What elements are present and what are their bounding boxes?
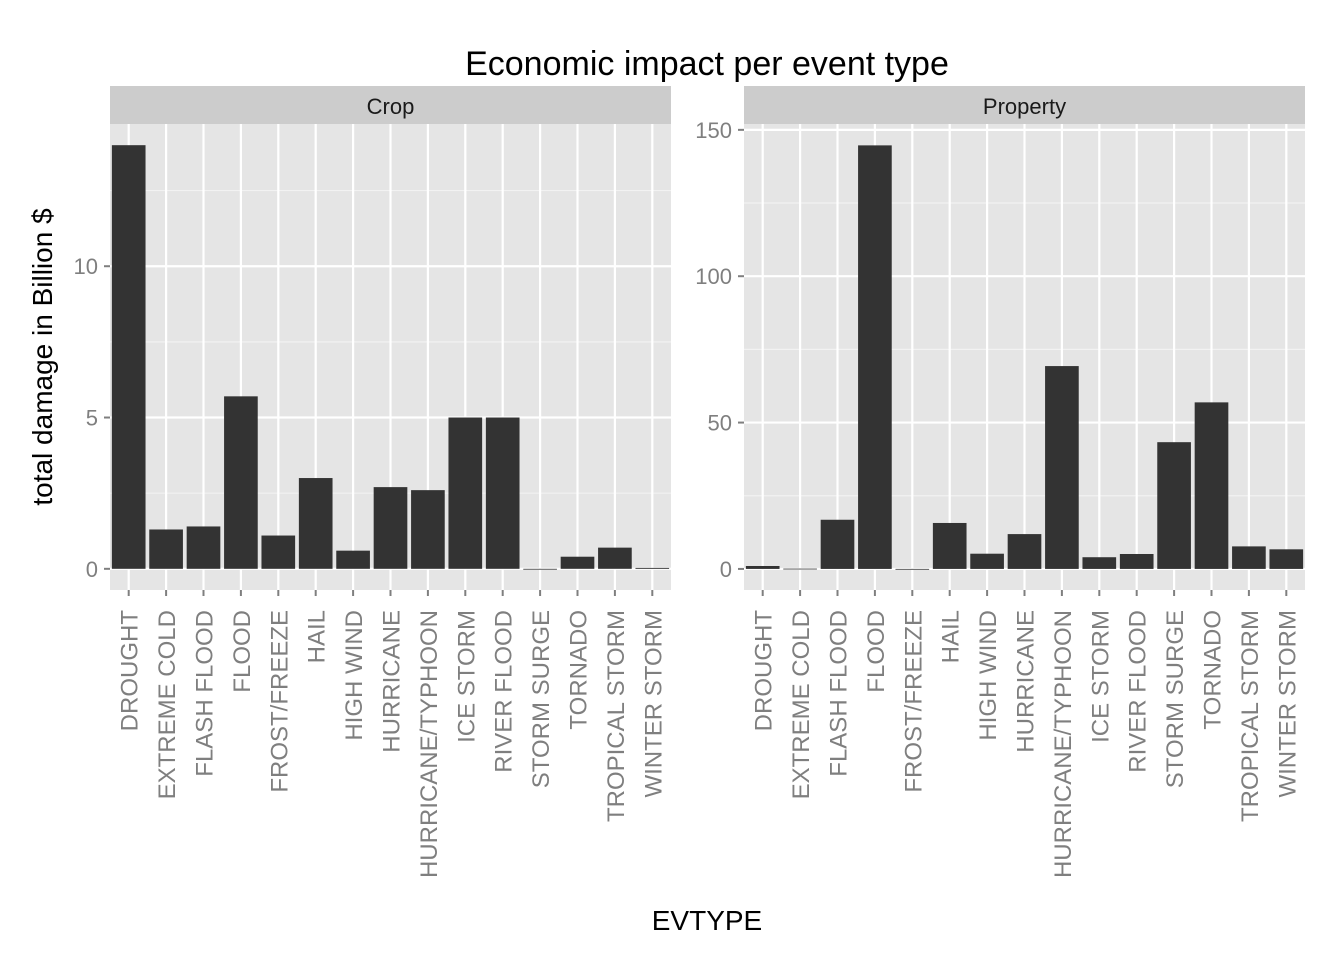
bar-crop-high-wind <box>336 550 370 569</box>
x-tick-label-frost-freeze: FROST/FREEZE <box>266 610 293 793</box>
facet-strip-label-property: Property <box>983 94 1066 119</box>
x-tick-label-frost-freeze: FROST/FREEZE <box>900 610 927 793</box>
facet-strip-label-crop: Crop <box>367 94 415 119</box>
bar-property-high-wind <box>970 553 1004 569</box>
bar-property-extreme-cold <box>783 568 817 570</box>
bar-property-river-flood <box>1119 553 1154 569</box>
x-tick-label-hail: HAIL <box>304 610 331 663</box>
x-tick-label-ice-storm: ICE STORM <box>453 610 480 743</box>
bar-crop-storm-surge <box>523 568 557 570</box>
bar-property-flood <box>858 145 892 569</box>
y-tick-label: 50 <box>708 411 732 436</box>
x-tick-label-tornado: TORNADO <box>1200 610 1227 730</box>
facet-crop: Crop 0 5 10 DROUGHT EXTREME COLD FLASH FLOOD FL… <box>74 86 671 878</box>
y-tick-label: 150 <box>695 118 732 143</box>
x-tick-label-hurricane: HURRICANE <box>1013 610 1040 753</box>
bar-property-hurricane <box>1007 534 1042 569</box>
facet-property: Property 0 50 100 150 DROUGHT EXTREME COLD FLAS… <box>695 86 1305 878</box>
bar-property-tornado <box>1194 402 1229 569</box>
y-tick-label: 100 <box>695 264 732 289</box>
chart-title: Economic impact per event type <box>465 45 949 83</box>
x-tick-label-river-flood: RIVER FLOOD <box>491 610 518 773</box>
bar-crop-hurricane-typhoon <box>411 490 445 569</box>
y-tick-label: 0 <box>86 557 98 582</box>
bar-crop-flood <box>224 396 258 569</box>
bar-crop-hail <box>298 478 333 569</box>
bar-property-storm-surge <box>1157 442 1191 569</box>
bar-property-winter-storm <box>1269 549 1304 569</box>
x-tick-label-flash-flood: FLASH FLOOD <box>826 610 853 777</box>
bar-crop-tornado <box>560 556 595 569</box>
bar-property-frost-freeze <box>895 568 930 570</box>
x-tick-label-tropical-storm: TROPICAL STORM <box>1237 610 1264 822</box>
x-axis-title: EVTYPE <box>652 905 762 936</box>
x-tick-label-flood: FLOOD <box>229 610 256 693</box>
bar-crop-tropical-storm <box>598 547 632 569</box>
x-tick-label-river-flood: RIVER FLOOD <box>1125 610 1152 773</box>
x-tick-label-high-wind: HIGH WIND <box>341 610 368 741</box>
x-tick-label-flood: FLOOD <box>863 610 890 693</box>
x-tick-label-drought: DROUGHT <box>751 610 778 732</box>
x-tick-label-hurricane-typhoon: HURRICANE/TYPHOON <box>1050 610 1077 878</box>
facet-strip-crop <box>110 86 671 124</box>
x-tick-label-tornado: TORNADO <box>566 610 593 730</box>
x-tick-label-extreme-cold: EXTREME COLD <box>788 610 815 799</box>
y-tick-label: 5 <box>86 406 98 431</box>
x-tick-label-hurricane-typhoon: HURRICANE/TYPHOON <box>416 610 443 878</box>
bar-crop-flash-flood <box>186 526 221 569</box>
x-tick-label-drought: DROUGHT <box>117 610 144 732</box>
facet-strip-property <box>744 86 1305 124</box>
x-tick-label-tropical-storm: TROPICAL STORM <box>603 610 630 822</box>
x-tick-label-extreme-cold: EXTREME COLD <box>154 610 181 799</box>
bar-crop-extreme-cold <box>149 529 183 569</box>
bar-crop-hurricane <box>373 487 408 569</box>
x-tick-label-storm-surge: STORM SURGE <box>1162 610 1189 788</box>
x-tick-label-hurricane: HURRICANE <box>379 610 406 753</box>
bar-property-flash-flood <box>820 519 855 569</box>
bar-crop-winter-storm <box>635 567 670 569</box>
x-tick-label-hail: HAIL <box>938 610 965 663</box>
bar-property-hurricane-typhoon <box>1045 366 1079 569</box>
x-tick-label-winter-storm: WINTER STORM <box>1274 610 1301 798</box>
bar-property-tropical-storm <box>1232 546 1266 569</box>
bar-crop-frost-freeze <box>261 535 296 569</box>
bar-property-hail <box>932 522 967 569</box>
x-tick-label-ice-storm: ICE STORM <box>1087 610 1114 743</box>
bar-crop-ice-storm <box>448 417 483 569</box>
bar-property-drought <box>745 565 780 569</box>
x-tick-label-flash-flood: FLASH FLOOD <box>192 610 219 777</box>
x-tick-label-winter-storm: WINTER STORM <box>640 610 667 798</box>
y-tick-label: 0 <box>720 557 732 582</box>
facet-panels: Crop 0 5 10 DROUGHT EXTREME COLD FLASH FLOOD FL… <box>74 86 1305 878</box>
x-tick-label-storm-surge: STORM SURGE <box>528 610 555 788</box>
x-tick-label-high-wind: HIGH WIND <box>975 610 1002 741</box>
y-axis-title: total damage in Billion $ <box>27 208 58 506</box>
bar-crop-drought <box>111 145 146 569</box>
bar-crop-river-flood <box>485 417 520 569</box>
y-tick-label: 10 <box>74 254 98 279</box>
bar-property-ice-storm <box>1082 557 1117 569</box>
